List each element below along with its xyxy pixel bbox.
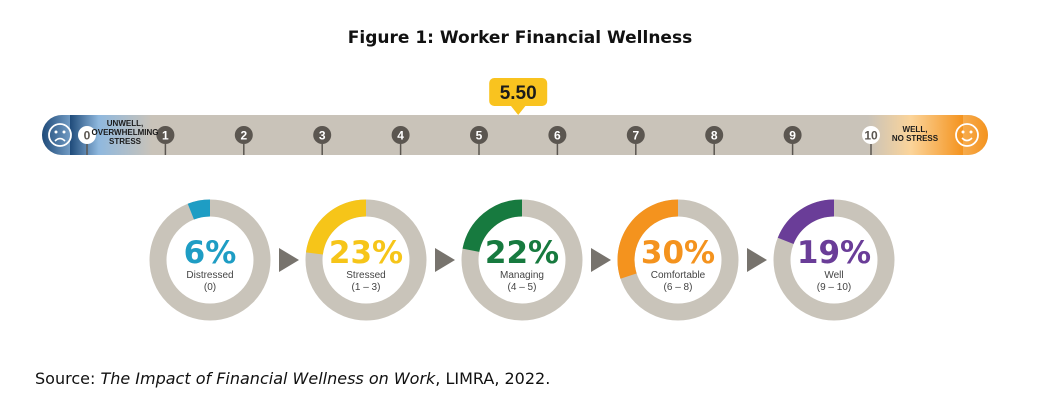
donut-well: 19%Well(9 – 10): [773, 199, 895, 321]
happy-face-icon: [955, 123, 979, 147]
scale-tick-label: 7: [632, 129, 639, 143]
average-marker-value: 5.50: [500, 83, 537, 104]
source-suffix: , LIMRA, 2022.: [435, 369, 551, 388]
scale-tick-circle: [783, 126, 802, 144]
donut-segment: [617, 199, 679, 279]
scale-tick-5: 5: [470, 126, 488, 155]
donut-range: (9 – 10): [817, 282, 851, 293]
donut-percent: 22%: [485, 235, 559, 271]
scale-right-label: WELL, NO STRESS: [892, 125, 939, 143]
donut-percent: 6%: [184, 235, 237, 271]
donut-category: Comfortable: [651, 270, 706, 281]
arrow-icon: [435, 248, 455, 272]
donut-range: (4 – 5): [508, 282, 537, 293]
arrow-icon: [591, 248, 611, 272]
donut-comfortable: 30%Comfortable(6 – 8): [617, 199, 739, 321]
scale-tick-label: 5: [476, 129, 483, 143]
scale-tick-1: 1: [156, 126, 175, 155]
scale-left-label-line: STRESS: [109, 137, 142, 146]
scale-tick-circle: [470, 126, 488, 144]
scale-tick-7: 7: [626, 126, 645, 155]
scale-tick-circle: [548, 126, 567, 144]
donut-percent: 19%: [797, 235, 871, 271]
wellness-scale: 0 1 2 3 4 5 6 7 8 9 10 UNWELL, OVERWHELMING STRESS WEL…: [42, 78, 988, 155]
scale-tick-label: 9: [789, 129, 796, 143]
scale-right-label-line: WELL,: [903, 125, 928, 134]
arrow-icon: [279, 248, 299, 272]
donut-range: (0): [204, 282, 216, 293]
source-title: The Impact of Financial Wellness on Work: [100, 369, 436, 388]
scale-tick-label: 6: [554, 129, 561, 143]
scale-tick-label: 8: [711, 129, 718, 143]
scale-tick-circle: [862, 126, 880, 144]
scale-left-label-line: UNWELL,: [107, 119, 143, 128]
donut-percent: 23%: [329, 235, 403, 271]
donut-segment: [777, 199, 835, 245]
source-prefix: Source:: [35, 369, 101, 388]
scale-tick-0: 0: [78, 126, 96, 155]
scale-tick-label: 10: [864, 129, 878, 143]
average-marker: 5.50: [489, 78, 548, 115]
scale-tick-circle: [705, 126, 724, 144]
scale-tick-10: 10: [862, 126, 880, 155]
scale-left-label-line: OVERWHELMING: [92, 128, 159, 137]
donut-percent: 30%: [641, 235, 715, 271]
donut-category: Stressed: [346, 270, 385, 281]
scale-tick-circle: [234, 126, 253, 144]
donut-segment: [187, 199, 211, 220]
scale-tick-circle: [78, 126, 96, 144]
scale-bar: [42, 115, 988, 155]
scale-tick-circle: [391, 126, 410, 144]
average-marker-box: [489, 78, 548, 106]
arrow-icon: [747, 248, 767, 272]
donut-managing: 22%Managing(4 – 5): [461, 199, 583, 321]
sad-face-icon: [48, 123, 72, 147]
donut-stressed: 23%Stressed(1 – 3): [305, 199, 427, 321]
donut-category: Managing: [500, 270, 544, 281]
donut-category: Well: [824, 270, 843, 281]
scale-right-fade: [868, 115, 963, 155]
donut-category: Distressed: [186, 270, 233, 281]
scale-tick-label: 1: [162, 129, 169, 143]
scale-left-label: UNWELL, OVERWHELMING STRESS: [92, 119, 159, 146]
scale-tick-8: 8: [705, 126, 724, 155]
donut-range: (6 – 8): [664, 282, 693, 293]
source-note: Source: The Impact of Financial Wellness…: [35, 369, 550, 388]
scale-tick-3: 3: [313, 126, 332, 155]
donut-distressed: 6%Distressed(0): [149, 199, 271, 321]
scale-tick-label: 4: [397, 129, 404, 143]
scale-tick-circle: [156, 126, 175, 144]
scale-tick-circle: [626, 126, 645, 144]
donut-range: (1 – 3): [352, 282, 381, 293]
scale-tick-2: 2: [234, 126, 253, 155]
scale-tick-label: 0: [84, 129, 91, 143]
wellness-donuts: 6%Distressed(0) 23%Stressed(1 – 3) 22%Mana…: [149, 199, 895, 321]
scale-tick-label: 2: [240, 129, 247, 143]
scale-tick-circle: [313, 126, 332, 144]
scale-tick-6: 6: [548, 126, 567, 155]
scale-right-label-line: NO STRESS: [892, 134, 939, 143]
chart-title: Figure 1: Worker Financial Wellness: [347, 28, 693, 48]
donut-segment: [305, 199, 367, 255]
scale-tick-9: 9: [783, 126, 802, 155]
scale-tick-4: 4: [391, 126, 410, 155]
scale-tick-label: 3: [319, 129, 326, 143]
average-marker-pointer: [510, 105, 527, 115]
donut-segment: [462, 199, 523, 253]
